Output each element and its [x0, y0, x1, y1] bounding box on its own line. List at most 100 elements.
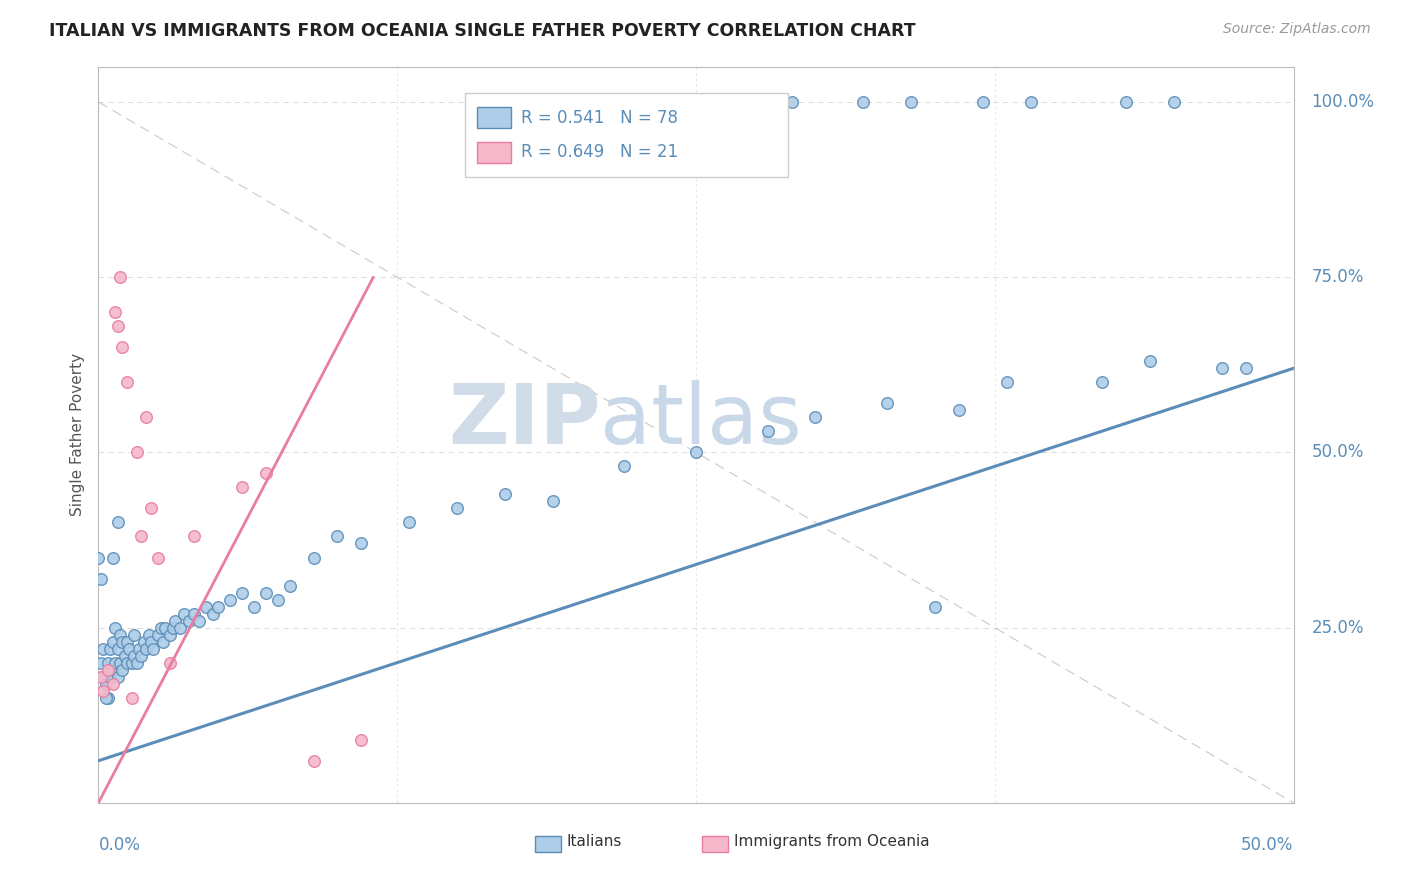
Point	[121, 690, 143, 705]
Point	[94, 690, 117, 705]
Point	[121, 656, 143, 670]
Point	[1019, 95, 1042, 109]
Point	[108, 627, 131, 641]
Point	[97, 690, 120, 705]
Point	[135, 410, 157, 425]
Point	[756, 425, 779, 439]
Point	[115, 376, 138, 390]
Text: ZIP: ZIP	[449, 380, 600, 460]
Point	[267, 592, 290, 607]
Point	[179, 614, 201, 628]
Point	[131, 648, 153, 663]
Point	[159, 627, 181, 641]
Text: Immigrants from Oceania: Immigrants from Oceania	[734, 834, 929, 849]
Point	[187, 614, 209, 628]
Point	[114, 648, 136, 663]
Point	[685, 445, 707, 459]
Point	[108, 656, 131, 670]
Point	[446, 501, 468, 516]
Point	[91, 683, 114, 698]
Point	[118, 641, 141, 656]
Point	[91, 641, 114, 656]
Point	[207, 599, 229, 614]
Point	[780, 95, 803, 109]
Point	[101, 663, 124, 677]
FancyBboxPatch shape	[477, 107, 510, 128]
Point	[149, 621, 172, 635]
Point	[90, 670, 112, 684]
Text: 100.0%: 100.0%	[1312, 93, 1375, 111]
Point	[115, 656, 138, 670]
Point	[125, 445, 148, 459]
Point	[87, 550, 110, 565]
FancyBboxPatch shape	[702, 836, 728, 852]
Point	[139, 501, 162, 516]
Point	[111, 340, 134, 354]
Point	[124, 648, 146, 663]
Point	[1163, 95, 1185, 109]
Point	[243, 599, 266, 614]
Point	[107, 641, 129, 656]
Point	[101, 550, 124, 565]
Point	[111, 663, 134, 677]
Point	[163, 614, 186, 628]
Point	[219, 592, 242, 607]
Point	[107, 670, 129, 684]
Text: Italians: Italians	[567, 834, 623, 849]
Point	[139, 634, 162, 648]
Point	[104, 621, 127, 635]
Point	[101, 634, 124, 648]
Point	[152, 634, 174, 648]
Point	[1234, 361, 1257, 376]
Point	[254, 467, 277, 481]
Point	[231, 480, 253, 494]
Point	[162, 621, 184, 635]
Point	[302, 754, 325, 768]
Point	[132, 634, 155, 648]
Point	[90, 656, 112, 670]
Point	[107, 516, 129, 530]
Point	[613, 459, 636, 474]
Text: Source: ZipAtlas.com: Source: ZipAtlas.com	[1223, 22, 1371, 37]
Text: 0.0%: 0.0%	[98, 836, 141, 854]
Point	[302, 550, 325, 565]
Point	[350, 536, 373, 550]
Point	[138, 627, 160, 641]
Point	[107, 319, 129, 334]
Point	[131, 529, 153, 543]
Point	[804, 410, 827, 425]
Point	[97, 656, 120, 670]
Point	[104, 656, 127, 670]
Point	[278, 578, 301, 592]
Point	[1211, 361, 1233, 376]
Point	[90, 572, 112, 586]
Point	[1091, 376, 1114, 390]
Point	[111, 634, 134, 648]
Text: 50.0%: 50.0%	[1312, 443, 1364, 461]
FancyBboxPatch shape	[477, 142, 510, 162]
Point	[876, 396, 898, 410]
Text: 25.0%: 25.0%	[1312, 618, 1364, 637]
Point	[924, 599, 946, 614]
Point	[398, 516, 420, 530]
Point	[733, 95, 755, 109]
FancyBboxPatch shape	[465, 93, 787, 178]
Point	[195, 599, 218, 614]
Point	[97, 663, 120, 677]
Point	[101, 676, 124, 690]
Text: R = 0.541   N = 78: R = 0.541 N = 78	[522, 109, 679, 127]
Point	[135, 641, 157, 656]
Point	[173, 607, 195, 621]
Point	[1139, 354, 1161, 368]
Y-axis label: Single Father Poverty: Single Father Poverty	[69, 353, 84, 516]
Point	[91, 670, 114, 684]
Point	[183, 529, 205, 543]
Point	[350, 732, 373, 747]
Point	[128, 641, 150, 656]
Text: atlas: atlas	[600, 380, 801, 460]
Point	[155, 621, 177, 635]
Point	[541, 494, 564, 508]
Point	[948, 403, 970, 417]
Point	[169, 621, 191, 635]
Point	[231, 585, 253, 599]
